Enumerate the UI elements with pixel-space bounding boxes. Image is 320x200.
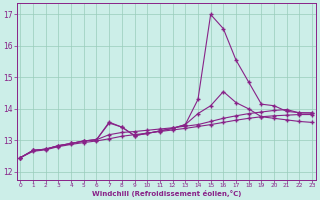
X-axis label: Windchill (Refroidissement éolien,°C): Windchill (Refroidissement éolien,°C) [92, 190, 241, 197]
